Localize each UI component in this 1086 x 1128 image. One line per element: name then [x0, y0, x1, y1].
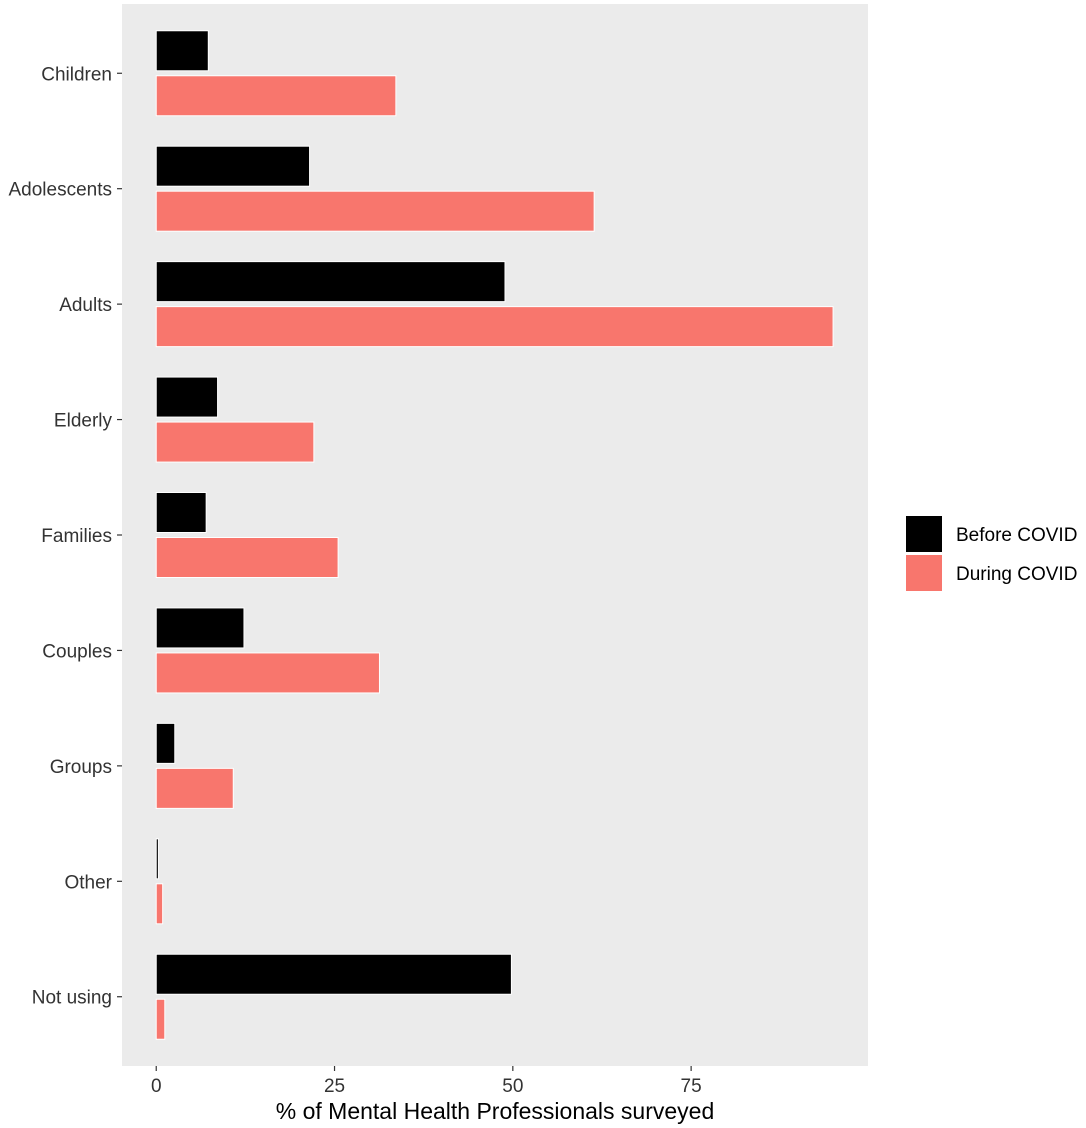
y-tick-label: Adults — [59, 295, 112, 316]
bar-not-using-during — [155, 998, 166, 1040]
bar-not-using-before — [155, 953, 512, 995]
bar-other-during — [155, 883, 164, 925]
bar-adolescents-before — [155, 145, 311, 187]
bar-elderly-before — [155, 376, 219, 418]
legend-key-during — [906, 555, 942, 591]
y-tick-label: Families — [41, 526, 112, 547]
bar-adolescents-during — [155, 190, 595, 232]
bar-groups-before — [155, 722, 176, 764]
x-axis: 0 25 50 75 — [151, 1066, 702, 1097]
bar-groups-during — [155, 767, 234, 809]
legend: Before COVID During COVID — [906, 516, 1077, 591]
y-tick-label: Couples — [42, 641, 112, 662]
x-tick-label: 0 — [151, 1076, 162, 1097]
bar-adults-before — [155, 261, 506, 303]
x-axis-title: % of Mental Health Professionals surveye… — [276, 1098, 715, 1124]
legend-label-during: During COVID — [956, 564, 1077, 585]
bar-children-during — [155, 75, 397, 117]
legend-label-before: Before COVID — [956, 525, 1077, 546]
bar-elderly-during — [155, 421, 315, 463]
y-tick-label: Adolescents — [8, 180, 112, 201]
y-tick-label: Groups — [50, 757, 112, 778]
bar-families-before — [155, 492, 207, 533]
bar-couples-before — [155, 607, 245, 649]
bar-adults-during — [155, 306, 834, 348]
bar-families-during — [155, 537, 339, 578]
y-tick-label: Other — [64, 872, 112, 893]
bar-children-before — [155, 30, 209, 72]
y-axis: Children Adolescents Adults Elderly Families… — [8, 64, 122, 1009]
y-tick-label: Elderly — [54, 411, 113, 432]
bar-couples-during — [155, 652, 380, 694]
legend-key-before — [906, 516, 942, 552]
x-tick-label: 25 — [324, 1076, 345, 1097]
y-tick-label: Not using — [32, 988, 112, 1009]
bar-other-before — [155, 838, 159, 880]
x-tick-label: 50 — [502, 1076, 523, 1097]
x-tick-label: 75 — [681, 1076, 702, 1097]
bars-layer — [155, 30, 834, 1040]
y-tick-label: Children — [41, 64, 112, 85]
